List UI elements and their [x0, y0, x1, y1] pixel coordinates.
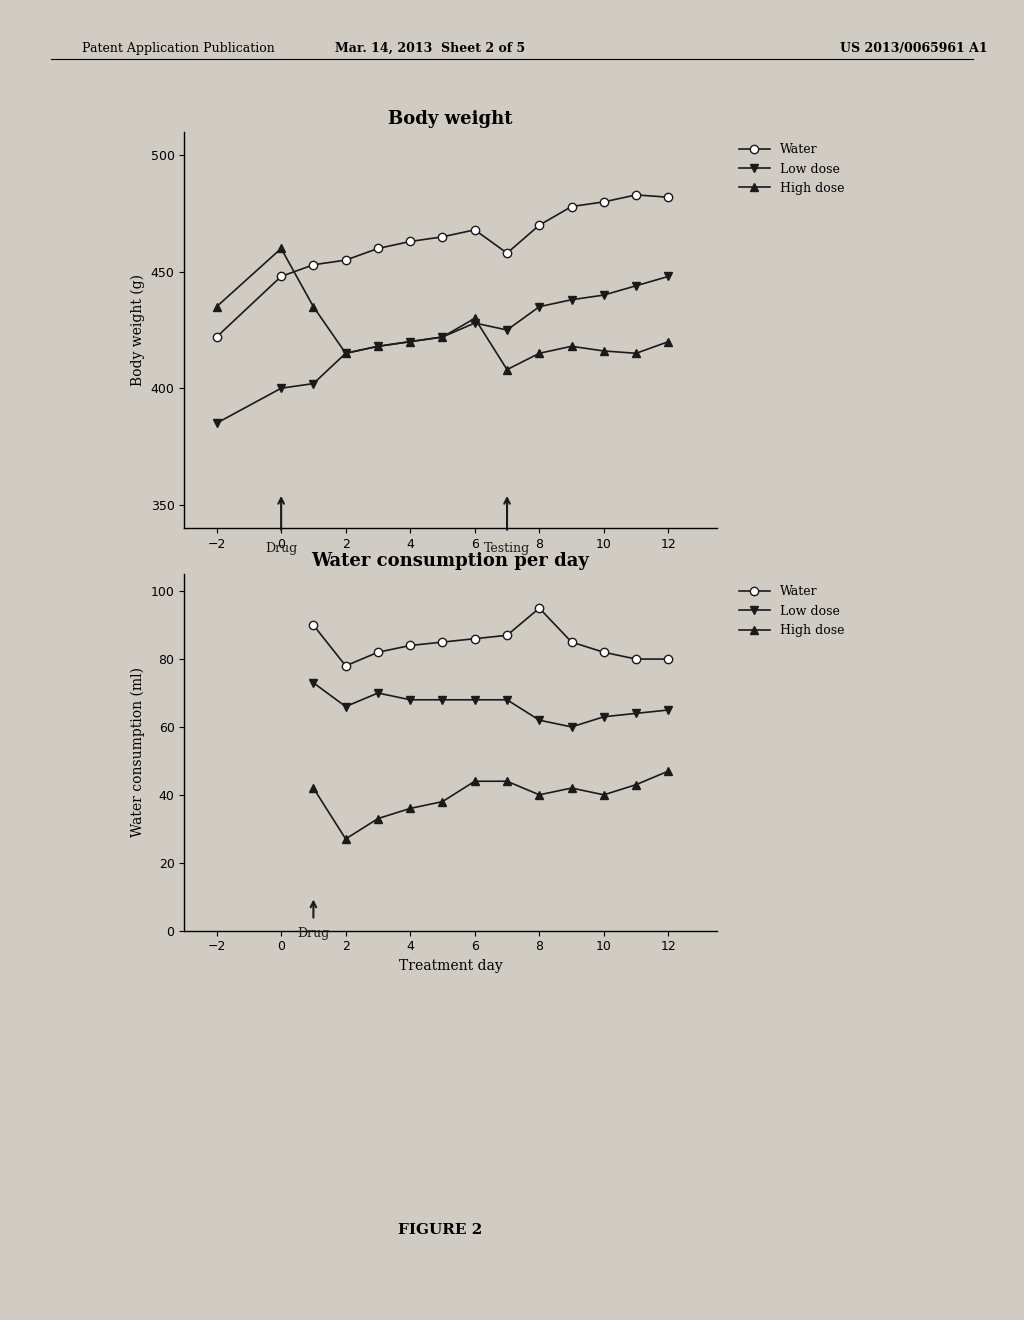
Text: Drug: Drug: [265, 543, 297, 554]
Text: Testing: Testing: [484, 543, 530, 554]
Text: Mar. 14, 2013  Sheet 2 of 5: Mar. 14, 2013 Sheet 2 of 5: [335, 42, 525, 55]
Y-axis label: Water consumption (ml): Water consumption (ml): [131, 668, 145, 837]
Text: Drug: Drug: [297, 927, 330, 940]
Text: Patent Application Publication: Patent Application Publication: [82, 42, 274, 55]
Title: Body weight: Body weight: [388, 110, 513, 128]
Title: Water consumption per day: Water consumption per day: [311, 552, 590, 570]
Legend: Water, Low dose, High dose: Water, Low dose, High dose: [734, 139, 850, 199]
Legend: Water, Low dose, High dose: Water, Low dose, High dose: [734, 581, 850, 642]
Text: US 2013/0065961 A1: US 2013/0065961 A1: [840, 42, 987, 55]
Text: FIGURE 2: FIGURE 2: [398, 1224, 482, 1237]
Y-axis label: Body weight (g): Body weight (g): [131, 275, 145, 385]
X-axis label: Treatment day: Treatment day: [398, 958, 503, 973]
